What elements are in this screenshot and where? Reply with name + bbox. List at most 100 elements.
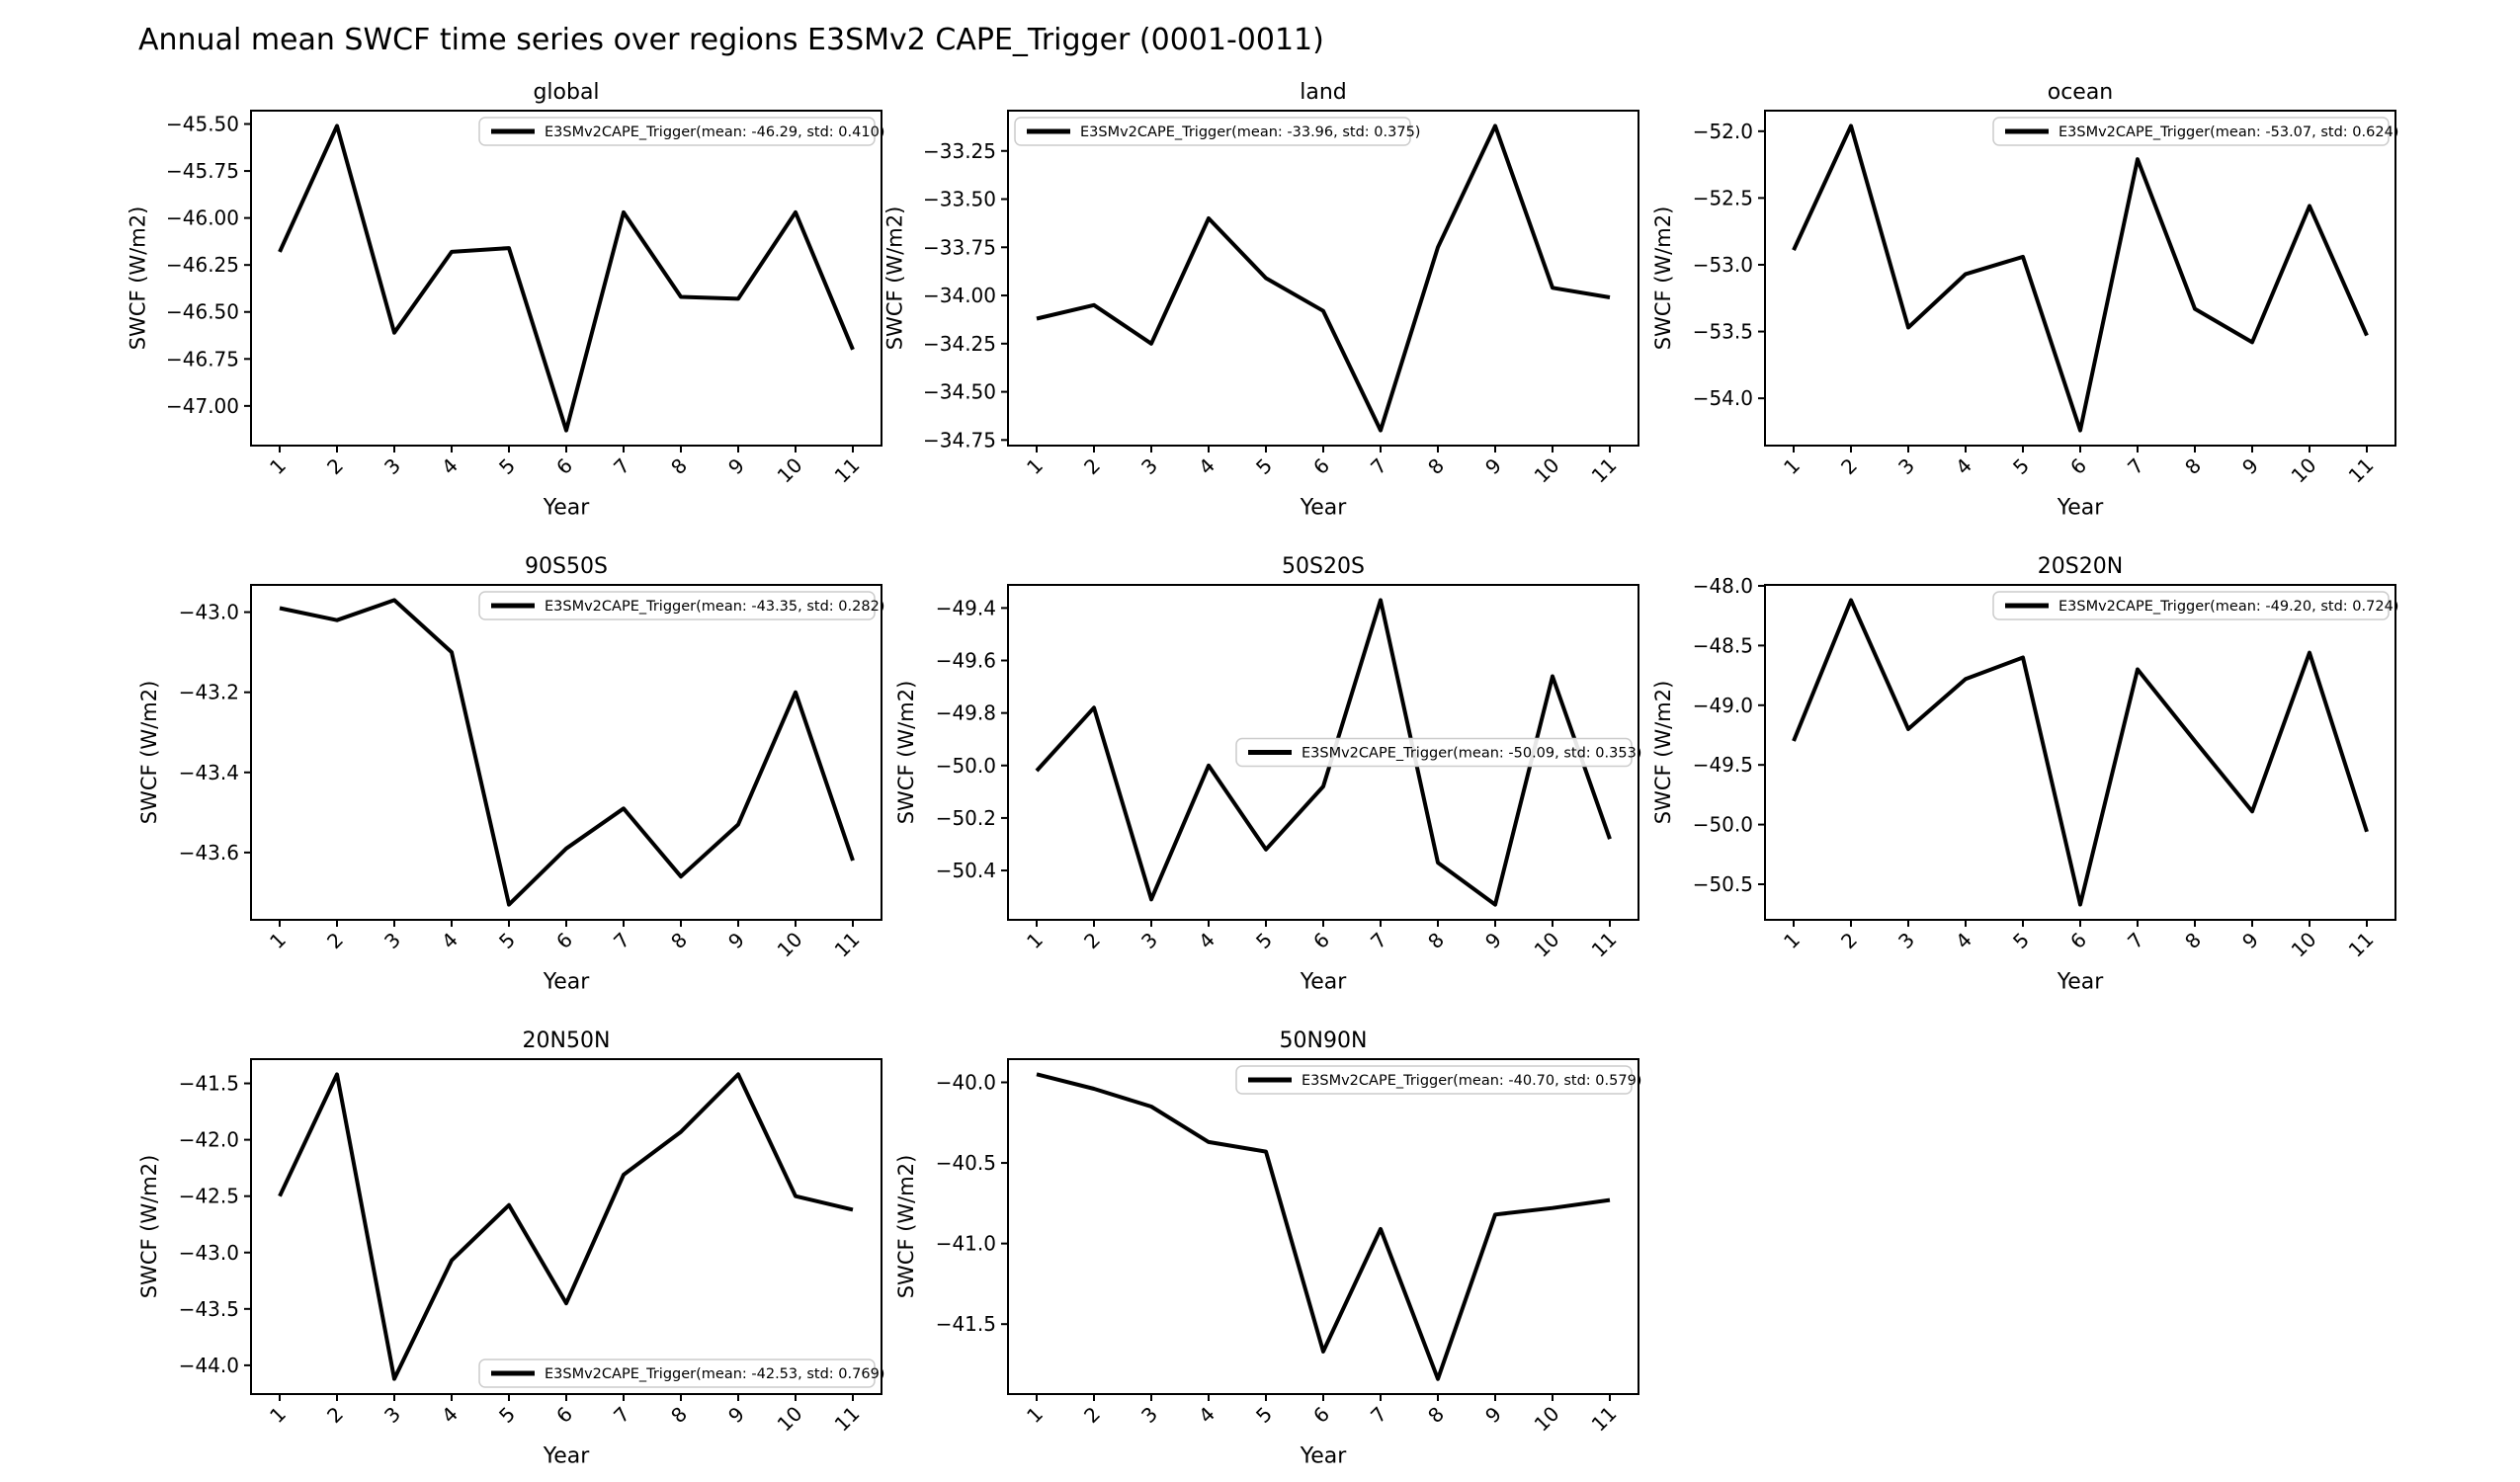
x-tick-label: 7 bbox=[2123, 453, 2148, 479]
x-axis-label: Year bbox=[2057, 496, 2105, 521]
y-tick-label: −40.5 bbox=[936, 1151, 996, 1175]
x-tick-label: 11 bbox=[1587, 1402, 1622, 1437]
x-axis-label: Year bbox=[2057, 970, 2105, 995]
y-tick-label: −43.6 bbox=[179, 841, 239, 864]
x-tick-label: 6 bbox=[2065, 928, 2091, 953]
y-tick-label: −49.6 bbox=[936, 649, 996, 673]
y-axis-label: SWCF (W/m2) bbox=[137, 1155, 161, 1299]
y-tick-label: −43.2 bbox=[179, 681, 239, 704]
y-tick-label: −46.50 bbox=[166, 300, 239, 324]
y-tick-label: −54.0 bbox=[1693, 386, 1753, 410]
y-tick-label: −52.0 bbox=[1693, 120, 1753, 143]
x-tick-label: 2 bbox=[322, 453, 348, 479]
y-tick-label: −49.8 bbox=[936, 701, 996, 725]
y-tick-label: −46.00 bbox=[166, 206, 239, 230]
x-tick-label: 7 bbox=[609, 1402, 634, 1428]
axes-box bbox=[250, 584, 882, 921]
x-axis-label: Year bbox=[1300, 970, 1348, 995]
x-tick-label: 5 bbox=[2008, 928, 2034, 953]
y-tick-label: −49.4 bbox=[936, 596, 996, 619]
y-tick-label: −50.2 bbox=[936, 806, 996, 830]
y-tick-label: −40.0 bbox=[936, 1070, 996, 1094]
y-axis-label: SWCF (W/m2) bbox=[894, 681, 918, 825]
x-tick-label: 3 bbox=[1136, 928, 1162, 953]
x-tick-label: 9 bbox=[723, 453, 749, 479]
x-axis-label: Year bbox=[1300, 496, 1348, 521]
x-tick-label: 9 bbox=[723, 928, 749, 953]
subplot-title: 20S20N bbox=[2038, 554, 2123, 579]
y-tick-label: −46.75 bbox=[166, 347, 239, 370]
y-axis-label: SWCF (W/m2) bbox=[137, 681, 161, 825]
y-tick-label: −50.4 bbox=[936, 859, 996, 882]
x-tick-label: 9 bbox=[1480, 928, 1506, 953]
y-axis-label: SWCF (W/m2) bbox=[882, 206, 906, 351]
x-tick-label: 9 bbox=[2237, 928, 2263, 953]
x-tick-label: 10 bbox=[1530, 453, 1564, 488]
subplot-global: −45.50 −45.75 −46.00 −46.25 −46.50 −46.75 −47.… bbox=[126, 80, 884, 521]
y-tick-label: −43.0 bbox=[179, 1241, 239, 1265]
x-tick-label: 3 bbox=[1893, 928, 1919, 953]
x-tick-label: 2 bbox=[1836, 928, 1862, 953]
axes-box bbox=[1007, 110, 1639, 447]
y-tick-label: −34.50 bbox=[923, 380, 996, 404]
x-tick-label: 6 bbox=[551, 928, 577, 953]
x-tick-label: 5 bbox=[494, 453, 520, 479]
x-tick-label: 10 bbox=[773, 928, 807, 962]
y-tick-label: −41.5 bbox=[179, 1072, 239, 1096]
x-tick-label: 6 bbox=[1308, 1402, 1334, 1428]
x-tick-label: 7 bbox=[1366, 1402, 1391, 1428]
legend-label: E3SMv2CAPE_Trigger(mean: -50.09, std: 0.… bbox=[1302, 746, 1641, 762]
x-tick-label: 5 bbox=[1251, 928, 1277, 953]
subplot-90S50S: −43.0 −43.2 −43.4 −43.6 1 2 3 4 5 6 7 8 9 10 11 90S50S Y… bbox=[137, 554, 885, 995]
x-tick-label: 2 bbox=[1079, 453, 1105, 479]
x-tick-label: 11 bbox=[1587, 453, 1622, 488]
x-tick-label: 4 bbox=[1194, 1402, 1219, 1428]
legend-box bbox=[1014, 117, 1411, 146]
x-tick-label: 11 bbox=[830, 928, 865, 962]
axes-box bbox=[1007, 1058, 1639, 1395]
x-tick-label: 7 bbox=[609, 453, 634, 479]
x-tick-label: 10 bbox=[2287, 928, 2321, 962]
x-tick-label: 1 bbox=[1779, 453, 1805, 479]
x-tick-label: 3 bbox=[1136, 1402, 1162, 1428]
legend: E3SMv2CAPE_Trigger(mean: -50.09, std: 0.… bbox=[1235, 737, 1641, 768]
y-tick-label: −44.0 bbox=[179, 1354, 239, 1377]
x-tick-label: 1 bbox=[265, 453, 291, 479]
y-tick-label: −49.5 bbox=[1693, 753, 1753, 777]
x-tick-label: 11 bbox=[830, 453, 865, 488]
subplot-title: 20N50N bbox=[523, 1029, 611, 1053]
legend: E3SMv2CAPE_Trigger(mean: -46.29, std: 0.… bbox=[478, 117, 884, 146]
legend-box bbox=[1992, 117, 2390, 146]
subplot-title: 50N90N bbox=[1280, 1029, 1368, 1053]
x-tick-label: 6 bbox=[551, 453, 577, 479]
x-tick-label: 8 bbox=[1423, 453, 1449, 479]
y-tick-label: −50.0 bbox=[936, 754, 996, 778]
x-tick-label: 11 bbox=[1587, 928, 1622, 962]
x-tick-label: 7 bbox=[1366, 453, 1391, 479]
x-tick-label: 6 bbox=[1308, 453, 1334, 479]
x-tick-label: 6 bbox=[1308, 928, 1334, 953]
y-tick-label: −50.5 bbox=[1693, 872, 1753, 896]
y-tick-label: −33.50 bbox=[923, 188, 996, 211]
y-tick-label: −43.4 bbox=[179, 761, 239, 784]
y-tick-label: −53.5 bbox=[1693, 320, 1753, 344]
y-axis-label: SWCF (W/m2) bbox=[1651, 681, 1675, 825]
y-tick-label: −53.0 bbox=[1693, 253, 1753, 277]
x-tick-label: 9 bbox=[1480, 453, 1506, 479]
x-tick-label: 9 bbox=[723, 1402, 749, 1428]
x-tick-label: 3 bbox=[379, 1402, 405, 1428]
y-tick-label: −41.0 bbox=[936, 1232, 996, 1256]
y-axis-label: SWCF (W/m2) bbox=[126, 206, 149, 351]
x-axis-label: Year bbox=[543, 496, 591, 521]
legend: E3SMv2CAPE_Trigger(mean: -42.53, std: 0.… bbox=[478, 1358, 884, 1388]
x-tick-label: 1 bbox=[1779, 928, 1805, 953]
x-tick-label: 1 bbox=[1022, 928, 1048, 953]
x-tick-label: 5 bbox=[1251, 1402, 1277, 1428]
y-tick-label: −33.75 bbox=[923, 235, 996, 259]
x-axis-label: Year bbox=[543, 970, 591, 995]
x-tick-label: 4 bbox=[437, 453, 462, 479]
series-line bbox=[1792, 124, 2369, 433]
x-tick-label: 1 bbox=[1022, 1402, 1048, 1428]
legend-box bbox=[1992, 591, 2390, 620]
